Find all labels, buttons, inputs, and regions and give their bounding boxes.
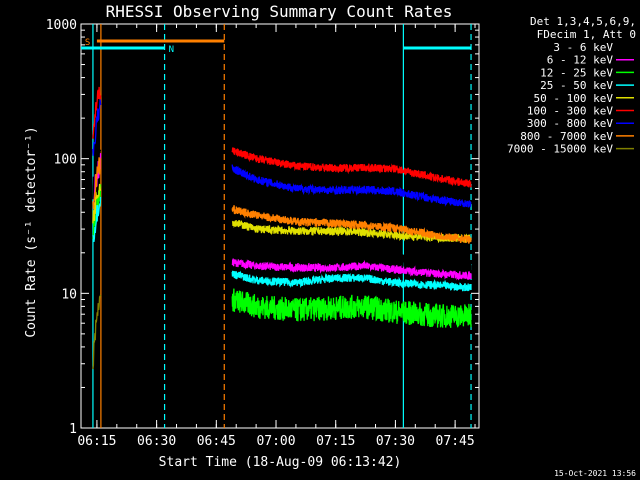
x-tick-label: 07:45 [436,434,475,449]
legend-entry: 3 - 6 keV [553,41,613,54]
series-7 [92,157,472,244]
series-line [231,164,472,208]
y-tick-label: 10 [61,287,77,302]
legend-entry: 100 - 300 keV [527,105,613,118]
series-line [231,147,472,188]
legend-entry: 12 - 25 keV [540,66,613,79]
x-tick-label: 06:30 [137,434,176,449]
series-8 [92,294,102,370]
y-tick-label: 1 [69,422,77,437]
timestamp: 15-Oct-2021 13:56 [554,469,636,478]
series-6 [92,99,472,208]
x-tick-label: 06:15 [77,434,116,449]
legend-entry: 7000 - 15000 keV [507,143,613,156]
series-line [231,258,472,281]
state-bar-label: S [85,38,90,48]
legend-entry: 50 - 100 keV [534,92,614,105]
legend-entry: 6 - 12 keV [547,54,614,67]
x-axis-label: Start Time (18-Aug-09 06:13:42) [159,455,402,470]
legend-entry: 800 - 7000 keV [520,130,613,143]
series-line [92,86,102,139]
series-line [92,294,102,370]
state-bar-label: N [169,45,174,55]
chart-title: RHESSI Observing Summary Count Rates [106,2,453,21]
legend-entry: 25 - 50 keV [540,79,613,92]
series-5 [92,86,472,188]
series-line [92,196,102,242]
y-tick-label: 1000 [46,18,77,33]
legend-entry: 300 - 800 keV [527,117,613,130]
y-axis-label: Count Rate (s⁻¹ detector⁻¹) [24,126,39,337]
y-tick-label: 100 [54,153,77,168]
series-line [231,205,472,244]
series-0 [92,149,472,280]
series-line [231,270,472,292]
x-tick-label: 07:30 [376,434,415,449]
series-3 [92,196,472,292]
series-line [231,288,472,328]
series-line [92,183,102,224]
series-line [92,157,101,210]
x-tick-label: 07:00 [256,434,295,449]
plot-frame [80,23,480,429]
legend-header: Det 1,3,4,5,6,9, [530,15,636,28]
series-line [92,99,102,156]
legend-header: FDecim 1, Att 0 [537,28,636,41]
x-tick-label: 07:15 [316,434,355,449]
x-tick-label: 06:45 [197,434,236,449]
